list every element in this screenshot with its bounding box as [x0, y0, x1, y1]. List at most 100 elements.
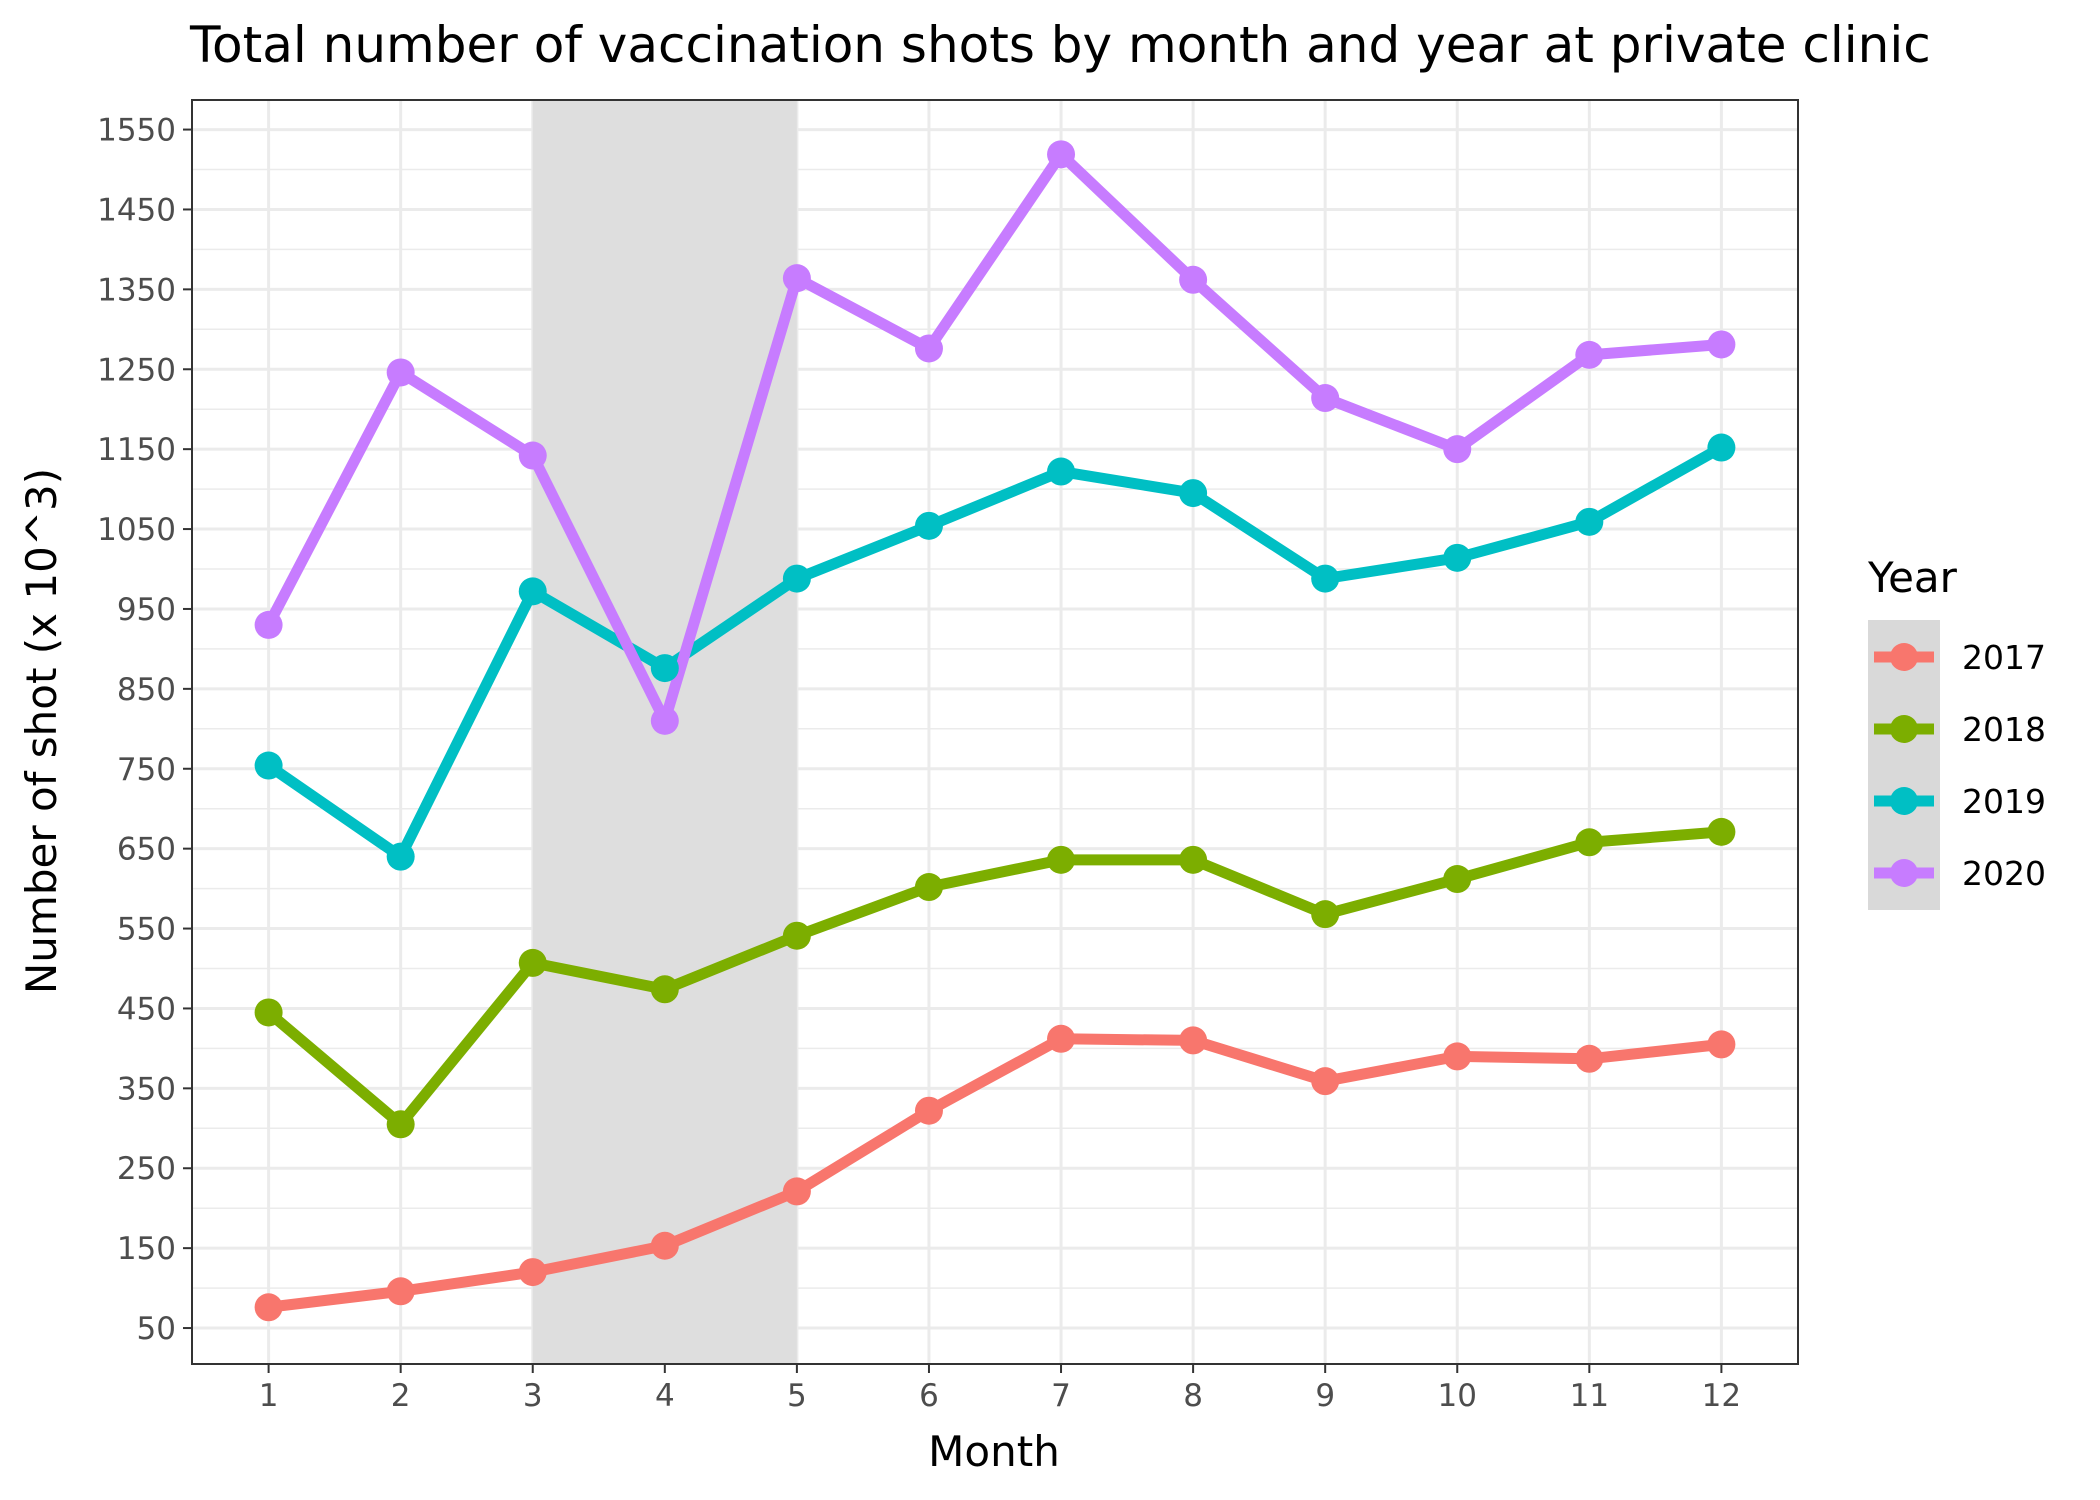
data-point-2018	[1179, 845, 1208, 874]
legend-label-2017: 2017	[1962, 638, 2046, 677]
data-point-2017	[914, 1096, 943, 1125]
data-point-2018	[782, 921, 811, 950]
data-point-2019	[1443, 543, 1472, 572]
series-points	[254, 140, 1736, 1322]
data-point-2020	[386, 358, 415, 387]
data-point-2020	[650, 706, 679, 735]
x-tick-label: 11	[1570, 1378, 1609, 1414]
data-point-2019	[1575, 507, 1604, 536]
series-lines	[263, 148, 1725, 1313]
legend-key-point-2017	[1890, 643, 1918, 671]
data-point-2019	[518, 577, 547, 606]
data-point-2020	[914, 334, 943, 363]
data-point-2017	[386, 1277, 415, 1306]
y-tick-label: 350	[117, 1071, 176, 1107]
y-tick-label: 550	[117, 912, 176, 948]
y-tick-label: 1350	[97, 272, 176, 308]
y-tick-label: 1450	[97, 192, 176, 228]
series-line-2018	[265, 826, 1722, 1130]
x-tick-label: 7	[1051, 1378, 1071, 1414]
y-tick-label: 750	[117, 752, 176, 788]
panel-border	[191, 99, 1799, 1365]
legend-key-point-2020	[1890, 859, 1918, 887]
y-axis-title: Number of shot (x 10^3)	[17, 468, 66, 994]
x-tick-label: 9	[1315, 1378, 1335, 1414]
y-tick-label: 850	[117, 672, 176, 708]
y-tick-label: 50	[137, 1311, 176, 1347]
x-tick-label: 3	[523, 1378, 543, 1414]
series-line-2017	[267, 1033, 1722, 1313]
data-point-2019	[254, 751, 283, 780]
data-point-2018	[1311, 900, 1340, 929]
legend-label-2018: 2018	[1962, 710, 2046, 749]
data-point-2019	[914, 511, 943, 540]
data-point-2019	[1179, 479, 1208, 508]
data-point-2019	[782, 564, 811, 593]
data-point-2019	[1707, 433, 1736, 462]
data-point-2019	[1047, 457, 1076, 486]
data-point-2017	[1575, 1044, 1604, 1073]
legend-label-2019: 2019	[1962, 782, 2046, 821]
data-point-2020	[254, 610, 283, 639]
data-point-2019	[1311, 564, 1340, 593]
legend-key-point-2018	[1890, 715, 1918, 743]
data-point-2018	[650, 975, 679, 1004]
data-point-2018	[1047, 845, 1076, 874]
x-tick-label: 12	[1702, 1378, 1741, 1414]
y-tick-label: 1150	[97, 432, 176, 468]
plot-panel	[191, 99, 1799, 1365]
y-tick-label: 450	[117, 991, 176, 1027]
data-point-2019	[650, 654, 679, 683]
x-tick-label: 10	[1438, 1378, 1477, 1414]
x-tick-label: 2	[391, 1378, 411, 1414]
data-point-2018	[1707, 817, 1736, 846]
data-point-2017	[1047, 1024, 1076, 1053]
data-point-2018	[386, 1110, 415, 1139]
data-point-2017	[650, 1231, 679, 1260]
data-point-2018	[1575, 828, 1604, 857]
legend-label-2020: 2020	[1962, 854, 2046, 893]
data-point-2018	[518, 948, 547, 977]
data-point-2017	[782, 1177, 811, 1206]
y-tick-label: 1550	[97, 113, 176, 149]
data-point-2017	[1443, 1042, 1472, 1071]
data-point-2020	[1575, 340, 1604, 369]
data-point-2020	[1179, 265, 1208, 294]
data-point-2018	[1443, 865, 1472, 894]
data-point-2020	[1311, 384, 1340, 413]
legend: Year 2017 2018 2019 2020	[1867, 553, 2046, 910]
data-point-2020	[1707, 330, 1736, 359]
legend-key-point-2019	[1890, 787, 1918, 815]
data-point-2020	[1443, 435, 1472, 464]
data-point-2017	[1311, 1067, 1340, 1096]
y-tick-label: 250	[117, 1151, 176, 1187]
y-tick-label: 950	[117, 592, 176, 628]
x-tick-label: 4	[655, 1378, 675, 1414]
y-axis-ticks: 50 150 250 350 450 550 650 750 850 950 1050 1150 125…	[97, 113, 192, 1347]
data-point-2018	[254, 998, 283, 1027]
series-line-2020	[263, 148, 1722, 727]
data-point-2020	[782, 264, 811, 293]
data-point-2017	[1179, 1026, 1208, 1055]
x-tick-label: 1	[259, 1378, 279, 1414]
legend-title: Year	[1867, 553, 1958, 602]
data-point-2020	[1047, 140, 1076, 169]
x-tick-label: 5	[787, 1378, 807, 1414]
x-tick-label: 6	[919, 1378, 939, 1414]
x-axis-title: Month	[928, 1427, 1060, 1476]
y-tick-label: 1050	[97, 512, 176, 548]
data-point-2017	[254, 1293, 283, 1322]
y-tick-label: 650	[117, 832, 176, 868]
data-point-2019	[386, 842, 415, 871]
x-axis-ticks: 1 2 3 4 5 6 7 8 9 10 11 12	[259, 1364, 1741, 1414]
y-tick-label: 150	[117, 1231, 176, 1267]
x-tick-label: 8	[1183, 1378, 1203, 1414]
data-point-2017	[518, 1258, 547, 1287]
y-tick-label: 1250	[97, 352, 176, 388]
data-point-2018	[914, 873, 943, 902]
series-line-2019	[265, 442, 1725, 863]
data-point-2017	[1707, 1030, 1736, 1059]
data-point-2020	[518, 441, 547, 470]
chart-title: Total number of vaccination shots by mon…	[189, 16, 1931, 74]
